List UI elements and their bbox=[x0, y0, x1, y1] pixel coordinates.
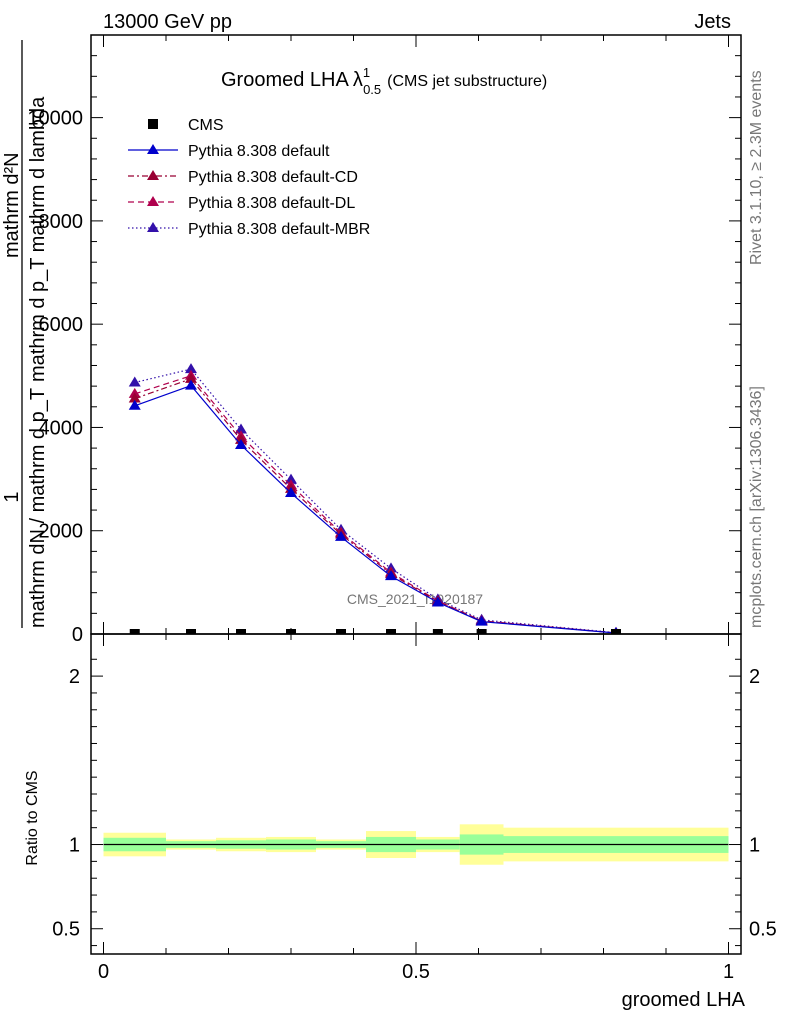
ratio-plot-frame bbox=[90, 633, 742, 955]
legend-marker-cms bbox=[148, 119, 158, 129]
series-point bbox=[185, 372, 197, 383]
cms-data-point bbox=[432, 629, 443, 634]
ratio-y-tick-label: 0.5 bbox=[52, 919, 80, 941]
legend-label-cd: Pythia 8.308 default-CD bbox=[188, 169, 358, 186]
series-point bbox=[185, 363, 197, 374]
main-y-tick-label: 4000 bbox=[39, 417, 84, 439]
series-line bbox=[134, 368, 617, 634]
ylabel-one: 1 bbox=[1, 491, 23, 502]
main-axis-ticks: 0 2000 4000 6000 8000 10000 bbox=[27, 34, 741, 646]
x-tick-label: 1 bbox=[723, 961, 734, 983]
series-layer bbox=[128, 363, 621, 634]
legend-marker-dl bbox=[147, 196, 159, 206]
ratio-y-tick-label: 1 bbox=[69, 835, 80, 857]
ratio-axis-ticks: 0.5 0.5 1 1 2 2 0 0.5 1 bbox=[52, 634, 777, 983]
plot-title-text: Groomed LHA bbox=[221, 69, 349, 91]
cms-data-point bbox=[286, 629, 296, 634]
series-point bbox=[235, 423, 247, 434]
legend-label-mbr: Pythia 8.308 default-MBR bbox=[188, 221, 370, 238]
cms-data-point bbox=[611, 629, 621, 634]
plot-title: Groomed LHA λ1 0.5 (CMS jet substructure) bbox=[221, 65, 547, 97]
main-y-tick-label: 8000 bbox=[39, 211, 84, 233]
x-tick-label: 0.5 bbox=[402, 961, 430, 983]
legend-label-cms: CMS bbox=[188, 117, 224, 134]
cms-data-point bbox=[386, 629, 396, 634]
cms-data-point bbox=[129, 629, 140, 634]
ratio-y-axis-label: Ratio to CMS bbox=[24, 770, 41, 865]
series-point bbox=[128, 399, 141, 410]
legend-marker-default bbox=[147, 144, 159, 154]
series-point bbox=[128, 392, 141, 403]
series-line bbox=[134, 375, 617, 634]
analysis-watermark: CMS_2021_I1920187 bbox=[347, 591, 483, 607]
series-point bbox=[385, 570, 397, 581]
cms-data-point bbox=[336, 629, 346, 634]
legend-label-default: Pythia 8.308 default bbox=[188, 143, 330, 160]
series-point bbox=[185, 379, 197, 390]
series-point bbox=[431, 596, 444, 607]
legend-marker-mbr bbox=[147, 222, 159, 232]
cms-data-point bbox=[476, 629, 487, 634]
rivet-version-label: Rivet 3.1.10, ≥ 2.3M events bbox=[748, 70, 765, 265]
series-point bbox=[235, 439, 247, 450]
category-label: Jets bbox=[694, 11, 731, 33]
cms-data-point bbox=[186, 629, 196, 634]
legend: CMS Pythia 8.308 default Pythia 8.308 de… bbox=[128, 117, 370, 238]
ratio-y-tick-label-right: 1 bbox=[749, 835, 760, 857]
legend-marker-cd bbox=[147, 170, 159, 180]
main-y-tick-label: 10000 bbox=[27, 108, 83, 130]
cms-data-point bbox=[236, 629, 246, 634]
main-y-tick-label: 6000 bbox=[39, 314, 84, 336]
plot-title-suffix: (CMS jet substructure) bbox=[387, 73, 547, 90]
main-y-tick-label: 2000 bbox=[39, 521, 84, 543]
x-axis-label: groomed LHA bbox=[622, 989, 746, 1011]
energy-label: 13000 GeV pp bbox=[103, 11, 232, 33]
legend-label-dl: Pythia 8.308 default-DL bbox=[188, 195, 355, 212]
ylabel-numerator: mathrm d²N bbox=[1, 152, 23, 258]
series-point bbox=[285, 487, 297, 498]
series-point bbox=[128, 376, 141, 387]
main-y-tick-label: 0 bbox=[72, 624, 83, 646]
ratio-y-tick-label: 2 bbox=[69, 666, 80, 688]
plot-title-symbol: λ bbox=[353, 69, 363, 91]
mcplots-source-label: mcplots.cern.ch [arXiv:1306.3436] bbox=[748, 386, 765, 628]
plot-title-sup: 1 bbox=[363, 65, 370, 80]
series-point bbox=[335, 530, 347, 541]
series-point bbox=[285, 473, 297, 484]
ylabel-denominator: mathrm dN / mathrm d p_T bbox=[27, 388, 49, 628]
main-y-axis-label: 1 mathrm dN / mathrm d p_T mathrm d²N ma… bbox=[1, 40, 49, 628]
ratio-y-tick-label-right: 0.5 bbox=[749, 919, 777, 941]
series-point bbox=[475, 615, 488, 626]
plot-title-sub: 0.5 bbox=[363, 82, 381, 97]
ratio-y-tick-label-right: 2 bbox=[749, 666, 760, 688]
x-tick-label: 0 bbox=[98, 961, 109, 983]
ylabel-numerator-part2: mathrm d p_T mathrm d lambda bbox=[27, 96, 49, 382]
